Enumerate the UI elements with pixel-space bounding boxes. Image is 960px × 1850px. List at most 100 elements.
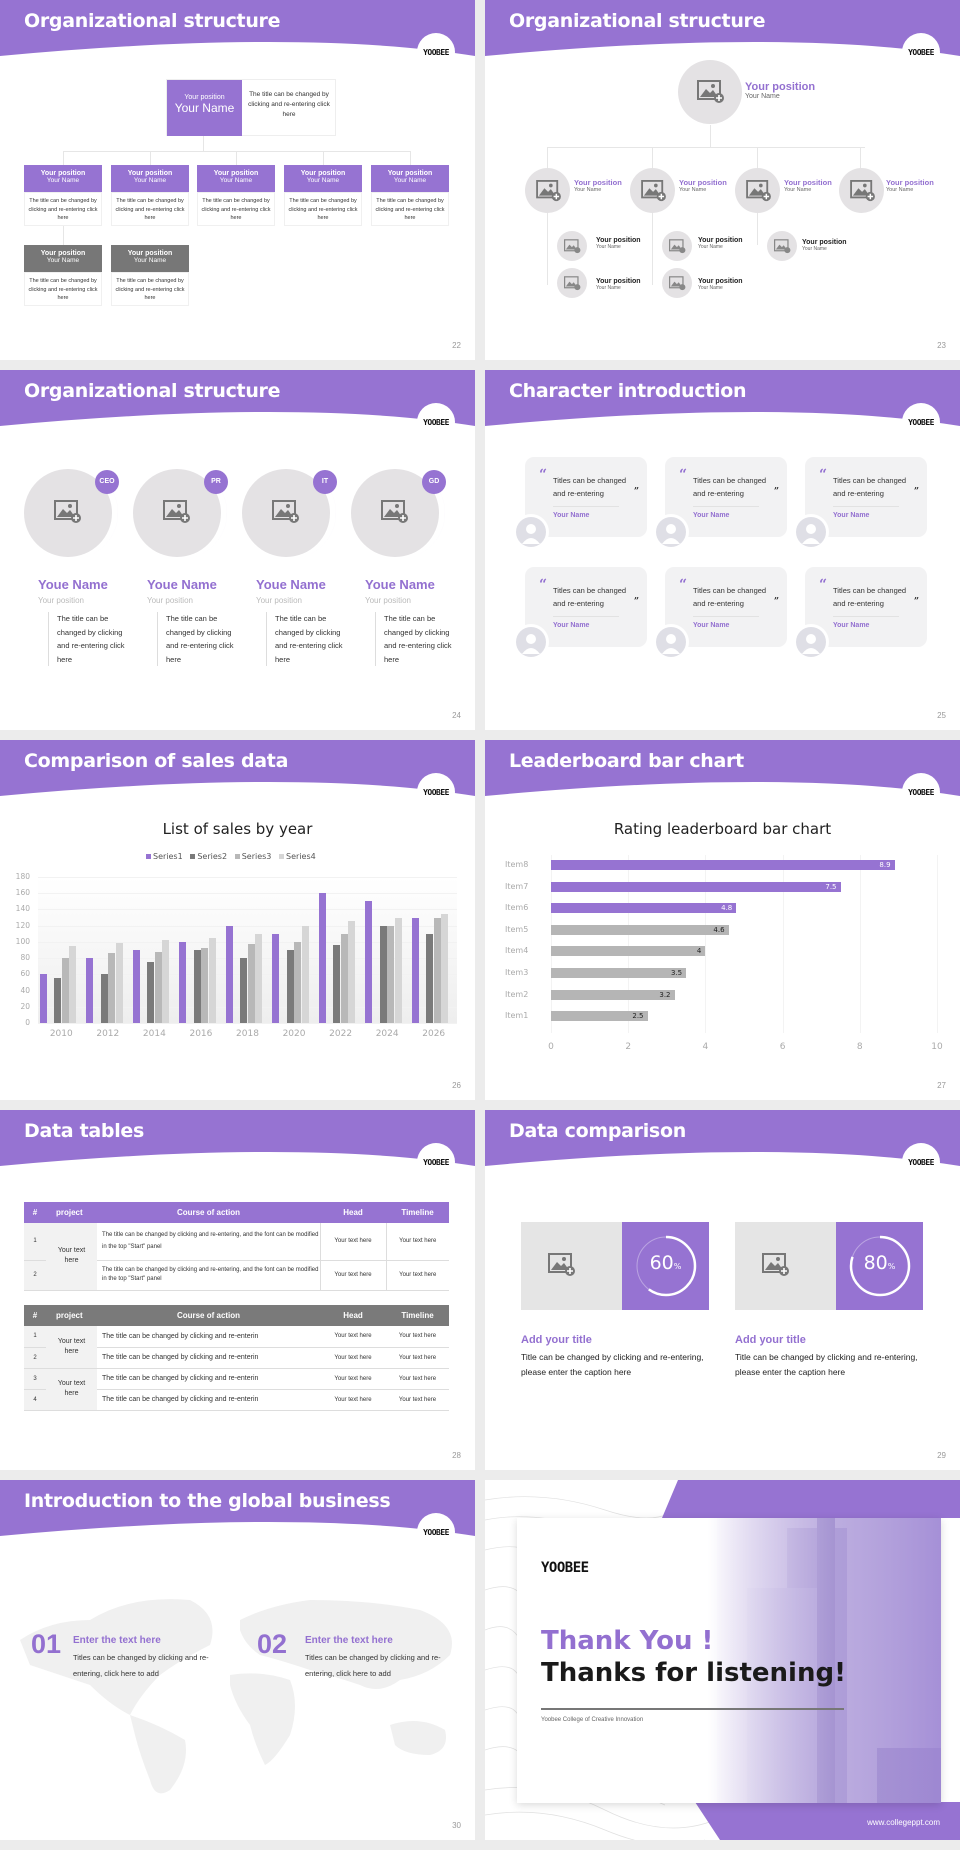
- org-top-node[interactable]: Your position Your Name The title can be…: [166, 79, 336, 136]
- bar[interactable]: [333, 945, 341, 1023]
- user-icon: [662, 524, 680, 544]
- org-node[interactable]: Your position Your Name The title can be …: [24, 245, 102, 306]
- column-header[interactable]: #: [32, 1311, 38, 1320]
- bar[interactable]: [86, 958, 94, 1023]
- bar[interactable]: [286, 950, 294, 1023]
- column-header[interactable]: project: [56, 1208, 83, 1217]
- slide-31[interactable]: YOOBEE Thank You ! Thanks for listening!…: [485, 1480, 960, 1840]
- bar[interactable]: [433, 917, 441, 1023]
- bar[interactable]: [132, 950, 140, 1023]
- bar[interactable]: [201, 948, 209, 1023]
- page-number: 27: [937, 1081, 946, 1090]
- org-node[interactable]: Your position Your Name The title can be …: [197, 165, 275, 226]
- bar[interactable]: [179, 941, 187, 1023]
- bar[interactable]: [426, 933, 434, 1023]
- comparison-card[interactable]: 60%: [521, 1222, 709, 1310]
- bar[interactable]: [108, 953, 116, 1023]
- avatar-placeholder[interactable]: [767, 231, 797, 261]
- table-row[interactable]: 3 Your text here The title can be change…: [24, 1368, 449, 1411]
- column-header[interactable]: Head: [343, 1311, 363, 1320]
- org-node[interactable]: Your position Your Name The title can be …: [111, 165, 189, 226]
- bar[interactable]: [551, 946, 706, 957]
- org-node[interactable]: Your position Your Name The title can be …: [24, 165, 102, 226]
- bar[interactable]: [551, 989, 675, 1000]
- bar[interactable]: [294, 941, 302, 1023]
- column-header[interactable]: Course of action: [176, 1208, 241, 1217]
- avatar-placeholder[interactable]: [630, 168, 675, 213]
- y-tick-label: Item5: [505, 924, 529, 934]
- avatar-placeholder[interactable]: [662, 231, 692, 261]
- avatar-placeholder[interactable]: [678, 60, 742, 124]
- bar[interactable]: [551, 968, 687, 978]
- bar[interactable]: [318, 893, 326, 1023]
- org-node[interactable]: Your position Your Name The title can be …: [111, 245, 189, 306]
- bar[interactable]: [54, 978, 62, 1023]
- column-header[interactable]: Timeline: [401, 1208, 434, 1217]
- bar[interactable]: [340, 933, 348, 1023]
- avatar-placeholder[interactable]: [557, 268, 587, 298]
- bar[interactable]: [225, 925, 233, 1023]
- bar[interactable]: [208, 937, 216, 1023]
- bar[interactable]: [115, 942, 123, 1023]
- avatar-placeholder[interactable]: [557, 231, 587, 261]
- bar[interactable]: [147, 962, 155, 1023]
- close-quote-icon: ”: [913, 487, 919, 497]
- table-row[interactable]: 4 The title can be changed by clicking a…: [24, 1389, 449, 1411]
- slide-29[interactable]: Data comparison YOOBEE 60% Add your titl…: [485, 1110, 960, 1470]
- item-description: Titles can be changed by clicking and re…: [305, 1653, 441, 1678]
- bar[interactable]: [551, 903, 737, 914]
- bar[interactable]: [301, 925, 309, 1023]
- table-row[interactable]: 2 The title can be changed by clicking a…: [24, 1260, 449, 1291]
- bar[interactable]: [551, 860, 895, 870]
- table-row[interactable]: 2 The title can be changed by clicking a…: [24, 1347, 449, 1369]
- column-header[interactable]: #: [32, 1208, 38, 1217]
- slide-24[interactable]: Organizational structure YOOBEE CEO Youe…: [0, 370, 475, 730]
- website-link[interactable]: www.collegeppt.com: [867, 1818, 940, 1827]
- column-header[interactable]: Timeline: [401, 1311, 434, 1320]
- bar[interactable]: [394, 917, 402, 1023]
- bar[interactable]: [255, 933, 263, 1023]
- comparison-card[interactable]: 80%: [735, 1222, 923, 1310]
- bar[interactable]: [100, 974, 108, 1023]
- bar[interactable]: [551, 1011, 648, 1022]
- x-tick-label: 2016: [189, 1029, 213, 1039]
- slide-23[interactable]: Organizational structure YOOBEE Your pos…: [485, 0, 960, 360]
- bar[interactable]: [193, 950, 201, 1023]
- bar[interactable]: [441, 913, 449, 1023]
- bar[interactable]: [247, 943, 255, 1023]
- bar[interactable]: [39, 974, 47, 1023]
- avatar-placeholder[interactable]: [525, 168, 570, 213]
- image-placeholder[interactable]: [735, 1222, 836, 1310]
- table-row[interactable]: 1 Your text here The title can be change…: [24, 1223, 449, 1291]
- bar[interactable]: [379, 925, 387, 1023]
- slide-26[interactable]: Comparison of sales data YOOBEE List of …: [0, 740, 475, 1100]
- bar[interactable]: [240, 958, 248, 1023]
- bar[interactable]: [61, 958, 69, 1023]
- bar[interactable]: [411, 917, 419, 1023]
- image-placeholder[interactable]: [521, 1222, 622, 1310]
- slide-25[interactable]: Character introduction YOOBEE “ Titles c…: [485, 370, 960, 730]
- bar[interactable]: [69, 945, 77, 1023]
- column-header[interactable]: Course of action: [176, 1311, 241, 1320]
- bar[interactable]: [387, 925, 395, 1023]
- bar[interactable]: [365, 901, 373, 1023]
- slide-27[interactable]: Leaderboard bar chart YOOBEE Rating lead…: [485, 740, 960, 1100]
- column-header[interactable]: Head: [343, 1208, 363, 1217]
- x-tick-label: 10: [931, 1042, 943, 1052]
- org-node[interactable]: Your position Your Name The title can be …: [371, 165, 449, 226]
- bar[interactable]: [348, 920, 356, 1023]
- org-node[interactable]: Your position Your Name The title can be …: [284, 165, 362, 226]
- bar[interactable]: [162, 940, 170, 1023]
- bar[interactable]: [551, 924, 729, 935]
- bar[interactable]: [551, 881, 841, 892]
- avatar-placeholder[interactable]: [735, 168, 780, 213]
- avatar-placeholder[interactable]: [662, 268, 692, 298]
- avatar-placeholder[interactable]: [839, 168, 884, 213]
- table-row[interactable]: 1 Your text here The title can be change…: [24, 1326, 449, 1369]
- slide-28[interactable]: Data tables YOOBEE # project Course of a…: [0, 1110, 475, 1470]
- column-header[interactable]: project: [56, 1311, 83, 1320]
- bar[interactable]: [272, 933, 280, 1023]
- slide-22[interactable]: Organizational structure YOOBEE Your pos…: [0, 0, 475, 360]
- bar[interactable]: [154, 951, 162, 1023]
- slide-30[interactable]: Introduction to the global business YOOB…: [0, 1480, 475, 1840]
